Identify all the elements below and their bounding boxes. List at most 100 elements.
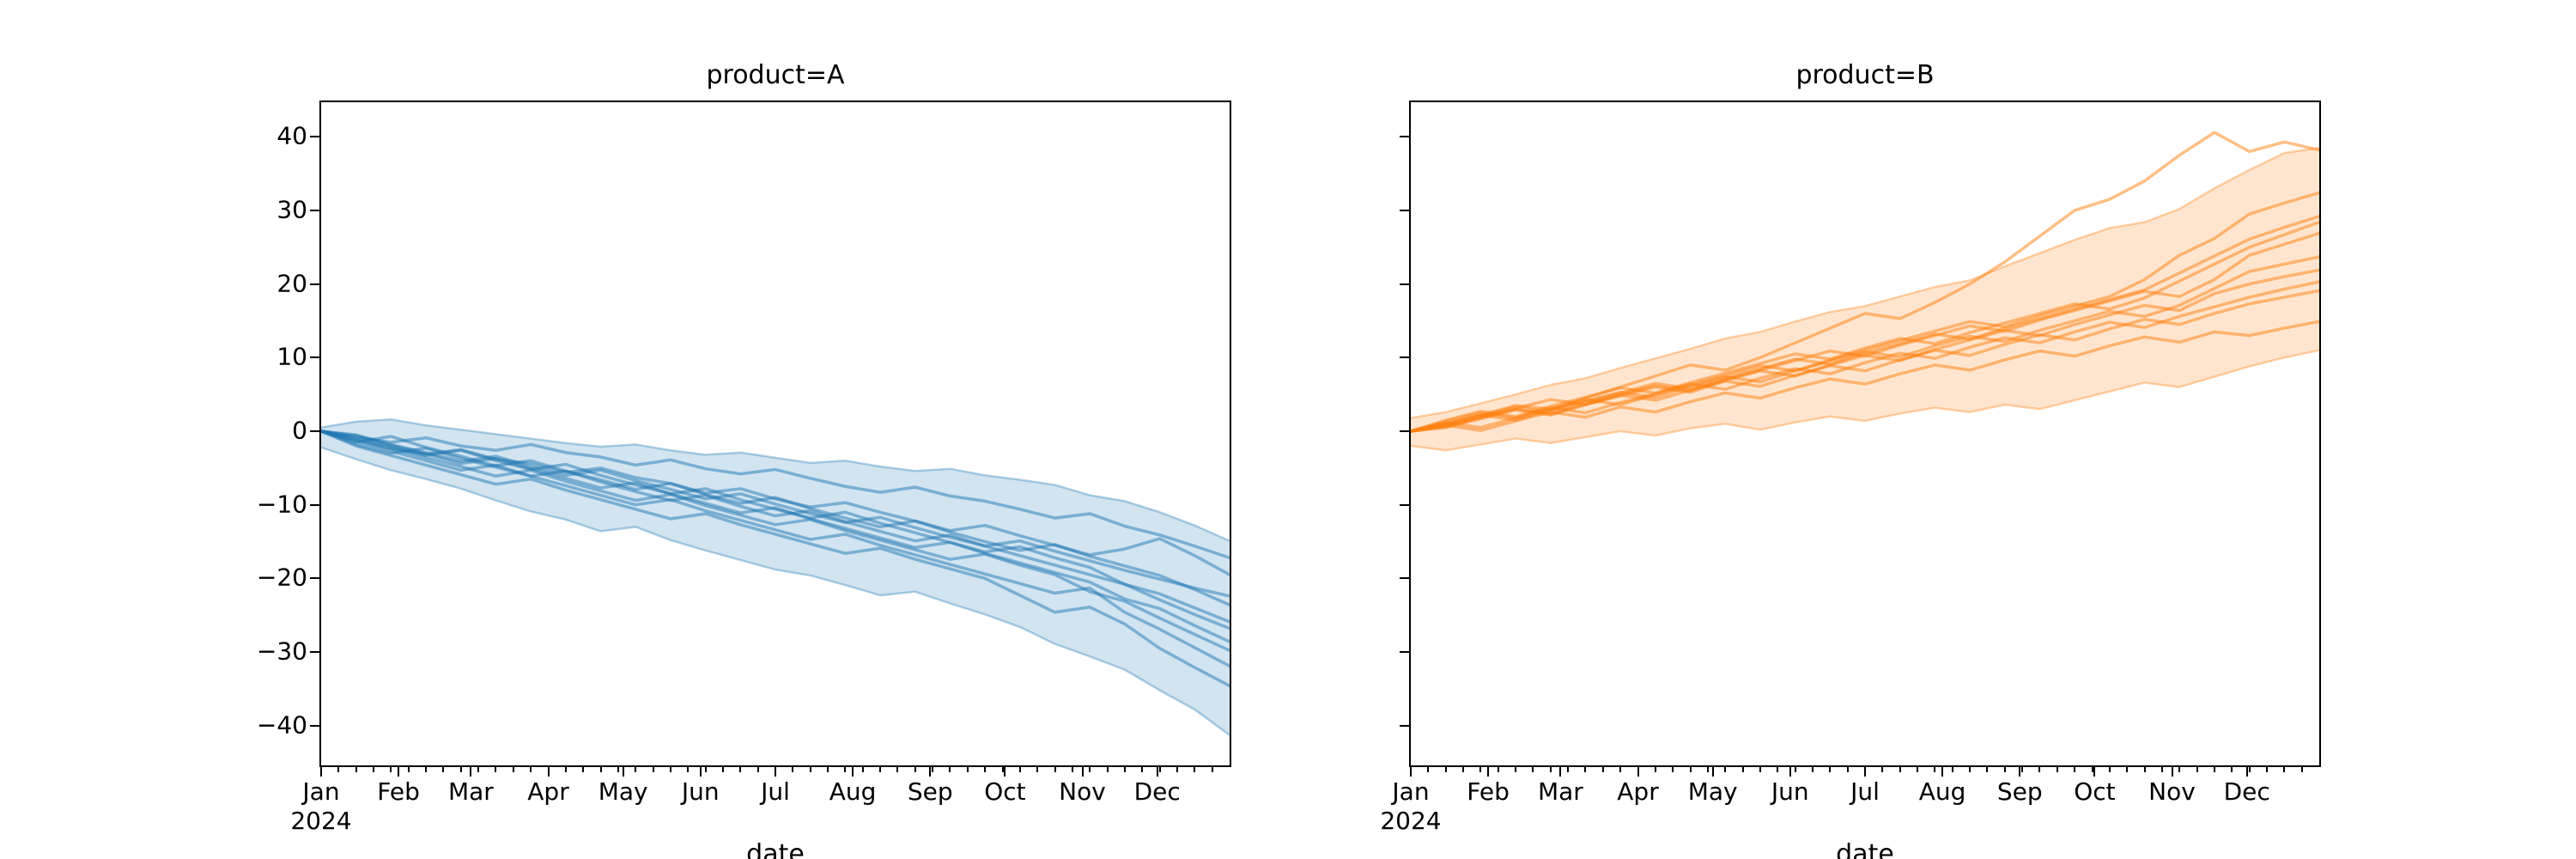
y-tick-label: −20 <box>256 563 307 592</box>
x-minor-tick <box>1934 767 1936 772</box>
x-tick-label: Nov <box>1059 777 1106 806</box>
x-minor-tick <box>1141 767 1144 772</box>
x-axis-label: date <box>1836 839 1894 859</box>
x-minor-tick <box>2213 767 2215 772</box>
y-tick-label: −30 <box>256 637 307 666</box>
x-minor-tick <box>425 767 428 772</box>
y-tick <box>1400 209 1409 211</box>
x-major-tick <box>320 767 322 777</box>
x-major-tick <box>1637 767 1639 777</box>
x-tick-label: Jun <box>681 777 720 806</box>
y-tick <box>1400 651 1409 654</box>
x-minor-tick <box>2178 767 2181 772</box>
y-tick <box>310 503 319 506</box>
x-minor-tick <box>844 767 847 772</box>
x-minor-tick <box>1158 767 1161 772</box>
x-major-tick <box>1081 767 1084 777</box>
x-minor-tick <box>1759 767 1761 772</box>
x-tick-label: Jan <box>302 777 340 806</box>
x-minor-tick <box>407 767 410 772</box>
y-tick-label: 0 <box>292 416 307 445</box>
walk-line-9 <box>321 430 1230 688</box>
x-minor-tick <box>1194 767 1196 772</box>
subplot-title: product=A <box>706 60 845 90</box>
x-minor-tick <box>652 767 654 772</box>
x-major-tick <box>1559 767 1562 777</box>
x-major-tick <box>1789 767 1791 777</box>
x-minor-tick <box>687 767 690 772</box>
walk-line-8 <box>1411 289 2319 433</box>
x-minor-tick <box>2248 767 2251 772</box>
x-major-tick <box>547 767 550 777</box>
x-minor-tick <box>1106 767 1109 772</box>
x-tick-label: Oct <box>2074 777 2116 806</box>
walk-line-6 <box>321 430 1230 643</box>
x-major-tick <box>852 767 854 777</box>
x-minor-tick <box>582 767 585 772</box>
x-minor-tick <box>1899 767 1901 772</box>
x-minor-tick <box>1089 767 1091 772</box>
x-minor-tick <box>2160 767 2163 772</box>
x-minor-tick <box>1549 767 1552 772</box>
x-major-tick <box>622 767 624 777</box>
subplot-product-a: product=A 2024 date Jan Feb Mar Apr May Jun Ju… <box>257 60 1231 859</box>
x-tick-label: Jul <box>1850 777 1880 806</box>
x-axis-year-offset: 2024 <box>1380 807 1442 835</box>
x-minor-tick <box>1532 767 1534 772</box>
x-minor-tick <box>669 767 671 772</box>
walk-line-3 <box>321 430 1230 606</box>
y-tick <box>310 283 319 285</box>
x-tick-label: Apr <box>1617 777 1659 806</box>
confidence-band <box>321 419 1230 735</box>
x-tick-label: May <box>1687 777 1738 806</box>
x-minor-tick <box>2038 767 2041 772</box>
x-minor-tick <box>1829 767 1832 772</box>
x-minor-tick <box>896 767 899 772</box>
x-minor-tick <box>792 767 794 772</box>
x-minor-tick <box>2021 767 2024 772</box>
x-tick-label: Feb <box>1467 777 1510 806</box>
x-major-tick <box>1410 767 1412 777</box>
x-minor-tick <box>2074 767 2076 772</box>
x-minor-tick <box>1672 767 1674 772</box>
x-major-tick <box>1487 767 1490 777</box>
x-minor-tick <box>984 767 987 772</box>
y-tick <box>1400 283 1409 285</box>
y-tick <box>1400 724 1409 727</box>
y-tick-label: 40 <box>276 121 307 150</box>
x-minor-tick <box>949 767 951 772</box>
confidence-band <box>1411 148 2319 451</box>
x-axis-label: date <box>746 839 805 859</box>
x-minor-tick <box>390 767 392 772</box>
x-minor-tick <box>2300 767 2303 772</box>
x-major-tick <box>398 767 400 777</box>
x-minor-tick <box>1427 767 1430 772</box>
x-minor-tick <box>1846 767 1849 772</box>
x-minor-tick <box>1601 767 1604 772</box>
x-minor-tick <box>1462 767 1465 772</box>
x-minor-tick <box>2126 767 2129 772</box>
x-minor-tick <box>739 767 742 772</box>
walk-line-3 <box>1411 220 2319 433</box>
x-minor-tick <box>1071 767 1073 772</box>
x-major-tick <box>775 767 776 777</box>
x-minor-tick <box>1567 767 1570 772</box>
x-axis-year-offset: 2024 <box>290 807 352 835</box>
x-tick-label: Sep <box>1996 777 2043 806</box>
x-tick-label: Aug <box>829 777 877 806</box>
x-minor-tick <box>1176 767 1178 772</box>
x-minor-tick <box>1211 767 1213 772</box>
x-minor-tick <box>1689 767 1692 772</box>
x-minor-tick <box>932 767 934 772</box>
x-minor-tick <box>2091 767 2093 772</box>
x-minor-tick <box>1001 767 1004 772</box>
y-tick-label: 10 <box>276 342 307 371</box>
x-tick-label: Feb <box>377 777 420 806</box>
x-minor-tick <box>2056 767 2058 772</box>
x-major-tick <box>1004 767 1006 777</box>
x-minor-tick <box>721 767 724 772</box>
x-minor-tick <box>477 767 480 772</box>
x-minor-tick <box>373 767 375 772</box>
x-minor-tick <box>1881 767 1884 772</box>
